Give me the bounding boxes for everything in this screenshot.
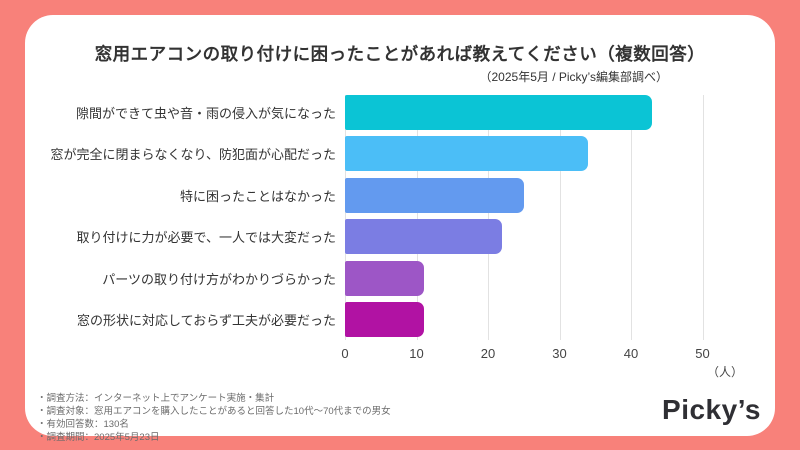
gridline-x-10 bbox=[416, 95, 418, 340]
chart-card: 窓用エアコンの取り付けに困ったことがあれば教えてください（複数回答） （2025… bbox=[25, 15, 775, 443]
bar bbox=[345, 260, 424, 296]
category-label: 取り付けに力が必要で、一人では大変だった bbox=[76, 230, 336, 246]
category-label: 窓が完全に閉まらなくなり、防犯面が心配だった bbox=[50, 147, 336, 163]
survey-footnotes: ・調査方法：インターネット上でアンケート実施・集計 ・調査対象：窓用エアコンを購… bbox=[37, 392, 391, 444]
x-tick-label: 40 bbox=[623, 346, 639, 361]
gridline-x-0 bbox=[345, 95, 346, 340]
x-tick-label: 0 bbox=[341, 346, 349, 361]
gridline-x-40 bbox=[631, 95, 632, 340]
x-axis-unit-label: （人） bbox=[706, 365, 743, 379]
footnote-respondents: ・有効回答数：130名 bbox=[37, 419, 129, 430]
x-tick-label: 20 bbox=[480, 346, 496, 361]
footnote-method: ・調査方法：インターネット上でアンケート実施・集計 bbox=[37, 393, 275, 404]
gridline-x-20 bbox=[488, 95, 489, 340]
bar bbox=[345, 219, 503, 255]
pickys-logo: Picky’s bbox=[662, 394, 761, 425]
gridline-x-30 bbox=[559, 95, 561, 340]
category-label: 隙間ができて虫や音・雨の侵入が気になった bbox=[75, 106, 336, 121]
bar bbox=[345, 302, 424, 337]
chart-title: 窓用エアコンの取り付けに困ったことがあれば教えてください（複数回答） bbox=[94, 44, 706, 64]
x-tick-label: 30 bbox=[552, 346, 567, 361]
bar-chart: 隙間ができて虫や音・雨の侵入が気になった窓が完全に閉まらなくなり、防犯面が心配だ… bbox=[25, 95, 775, 395]
bar bbox=[345, 136, 589, 172]
category-label: パーツの取り付け方がわかりづらかった bbox=[102, 271, 336, 287]
category-label: 特に困ったことはなかった bbox=[179, 188, 336, 204]
gridline-x-50 bbox=[702, 95, 704, 340]
x-tick-label: 10 bbox=[409, 346, 424, 361]
bar bbox=[345, 177, 524, 213]
category-label: 窓の形状に対応しておらず工夫が必要だった bbox=[77, 313, 336, 328]
footnote-period: ・調査期間：2025年5月23日 bbox=[37, 432, 160, 443]
x-tick-label: 50 bbox=[695, 346, 710, 361]
chart-subtitle: （2025年5月 / Picky’s編集部調べ） bbox=[479, 70, 669, 84]
bar bbox=[345, 95, 653, 130]
footnote-target: ・調査対象：窓用エアコンを購入したことがあると回答した10代～70代までの男女 bbox=[37, 406, 391, 417]
